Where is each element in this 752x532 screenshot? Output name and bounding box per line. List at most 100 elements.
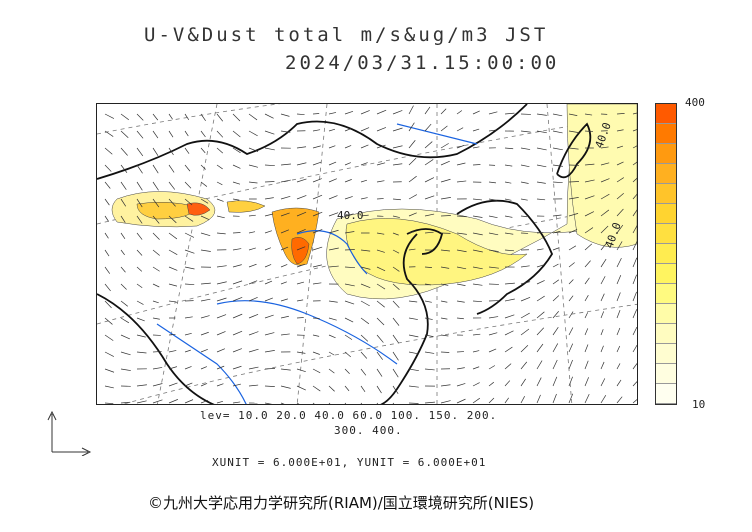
wind-arrow — [472, 283, 483, 286]
wind-arrow — [440, 317, 448, 320]
wind-arrow — [296, 402, 300, 404]
wind-arrow — [328, 334, 336, 339]
contour-levels-line2: 300. 400. — [334, 424, 403, 437]
wind-arrow — [584, 312, 589, 319]
wind-arrow — [248, 181, 258, 184]
wind-arrow — [248, 313, 259, 319]
wind-arrow — [232, 130, 241, 138]
wind-arrow — [328, 402, 331, 404]
wind-arrow — [328, 229, 339, 234]
wind-arrow — [184, 147, 190, 154]
wind-arrow — [424, 141, 433, 149]
wind-arrow — [216, 164, 223, 170]
wind-arrow — [600, 178, 610, 183]
wind-arrow — [296, 178, 307, 183]
wind-arrow — [248, 147, 259, 152]
wind-arrow — [600, 193, 610, 200]
wind-arrow — [360, 283, 371, 289]
wind-arrow — [136, 147, 144, 157]
color-scale-bar — [655, 103, 677, 405]
wind-arrow — [472, 146, 480, 149]
wind-arrow — [456, 162, 466, 166]
wind-arrow — [440, 334, 449, 337]
wind-arrow — [600, 162, 610, 166]
wind-arrow — [568, 343, 574, 353]
wind-arrow — [344, 162, 351, 166]
wind-arrow — [104, 198, 110, 206]
wind-arrow — [216, 232, 226, 235]
wind-arrow — [120, 113, 129, 121]
wind-arrow — [424, 334, 434, 337]
wind-arrow — [616, 208, 624, 217]
wind-arrow — [296, 229, 306, 234]
wind-arrow — [536, 198, 546, 201]
wind-arrow — [568, 311, 574, 319]
wind-arrow — [440, 143, 449, 149]
wind-arrow — [280, 298, 288, 302]
wind-arrow — [168, 232, 178, 240]
wind-arrow — [232, 147, 241, 154]
wind-arrow — [520, 361, 528, 370]
wind-arrow — [632, 274, 637, 285]
wind-arrow — [296, 264, 305, 268]
wind-arrow — [376, 127, 387, 132]
wind-arrow — [600, 242, 608, 251]
wind-arrow — [456, 127, 464, 132]
wind-arrow — [136, 400, 147, 404]
wind-arrow — [216, 314, 227, 319]
wind-arrow — [168, 283, 178, 287]
wind-arrow — [568, 376, 573, 387]
wind-arrow — [520, 164, 530, 168]
wind-arrow — [312, 264, 322, 268]
wind-arrow — [456, 367, 465, 370]
wind-arrow — [200, 366, 208, 370]
wind-arrow — [552, 327, 559, 336]
wind-arrow — [456, 249, 467, 253]
wind-arrow — [600, 225, 609, 234]
wind-arrow — [264, 297, 273, 302]
wind-arrow — [504, 164, 513, 167]
wind-arrow — [280, 229, 290, 234]
wind-arrow — [568, 359, 573, 370]
wind-arrow — [504, 314, 515, 319]
wind-arrow — [168, 333, 176, 336]
wind-arrow — [152, 249, 160, 256]
wind-arrow — [200, 232, 211, 237]
wind-arrow — [120, 181, 127, 190]
wind-arrow — [312, 229, 323, 234]
wind-arrow — [584, 277, 590, 285]
wind-arrow — [344, 266, 355, 269]
wind-arrow — [152, 113, 159, 121]
color-scale-step — [656, 284, 676, 304]
wind-arrow — [200, 198, 209, 204]
wind-arrow — [616, 292, 621, 302]
wind-arrow — [568, 181, 579, 183]
wind-arrow — [232, 248, 242, 251]
wind-arrow — [424, 368, 435, 371]
wind-arrow — [104, 113, 115, 119]
wind-arrow — [584, 163, 595, 166]
wind-arrow — [376, 402, 379, 404]
wind-arrow — [312, 368, 321, 374]
wind-arrow — [344, 213, 354, 217]
wind-arrow — [264, 332, 275, 336]
wind-arrow — [184, 232, 195, 238]
wind-arrow — [216, 198, 224, 202]
wind-arrow — [424, 283, 432, 286]
wind-arrow — [376, 368, 383, 377]
wind-arrow — [536, 377, 542, 387]
wind-arrow — [616, 310, 621, 319]
wind-arrow — [456, 215, 467, 218]
wind-arrow — [232, 348, 242, 353]
wind-arrow — [568, 197, 579, 200]
wind-arrow — [552, 247, 560, 251]
wind-arrow — [456, 300, 465, 303]
wind-arrow — [504, 112, 515, 115]
wind-arrow — [232, 280, 243, 285]
wind-arrow — [248, 297, 258, 302]
wind-arrow — [296, 368, 306, 373]
wind-arrow — [408, 385, 419, 388]
wind-arrow — [280, 315, 289, 319]
wind-arrow — [392, 351, 399, 361]
wind-arrow — [408, 194, 418, 200]
